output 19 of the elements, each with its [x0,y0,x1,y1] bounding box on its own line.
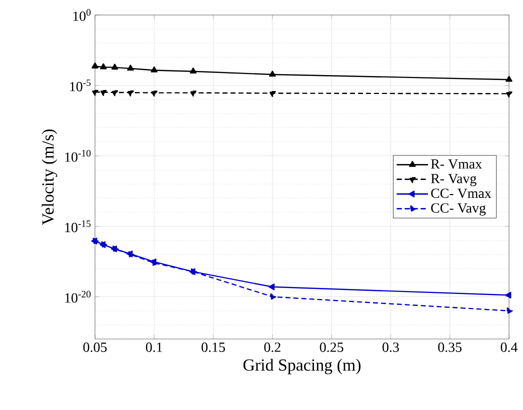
x-axis-title: Grid Spacing (m) [243,358,361,374]
x-tick-label: 0.25 [320,342,344,352]
x-tick-label: 0.1 [146,342,162,352]
y-tick-label: 10$^{-10}$ [65,150,91,162]
legend-label: R- Vavg [430,174,476,186]
legend-label: CC- Vmax [431,188,492,198]
y-tick-label: 10$^{-15}$ [65,220,91,232]
x-tick-label: 0.15 [202,342,225,352]
y-tick-label: 10$^{0}$ [73,9,91,21]
y-tick-label: 10$^{-20}$ [65,290,91,303]
x-tick-label: 0.3 [382,342,399,352]
x-tick-label: 0.2 [264,342,280,352]
x-tick-label: 0.35 [438,342,462,352]
y-tick-label: 10$^{-5}$ [70,80,91,92]
x-tick-label: 0.05 [83,342,107,352]
legend-label: CC- Vavg [431,203,486,216]
legend-label: R- Vmax [430,159,482,169]
y-axis-title: Velocity (m/s) [42,130,58,226]
x-tick-label: 0.4 [500,342,518,352]
